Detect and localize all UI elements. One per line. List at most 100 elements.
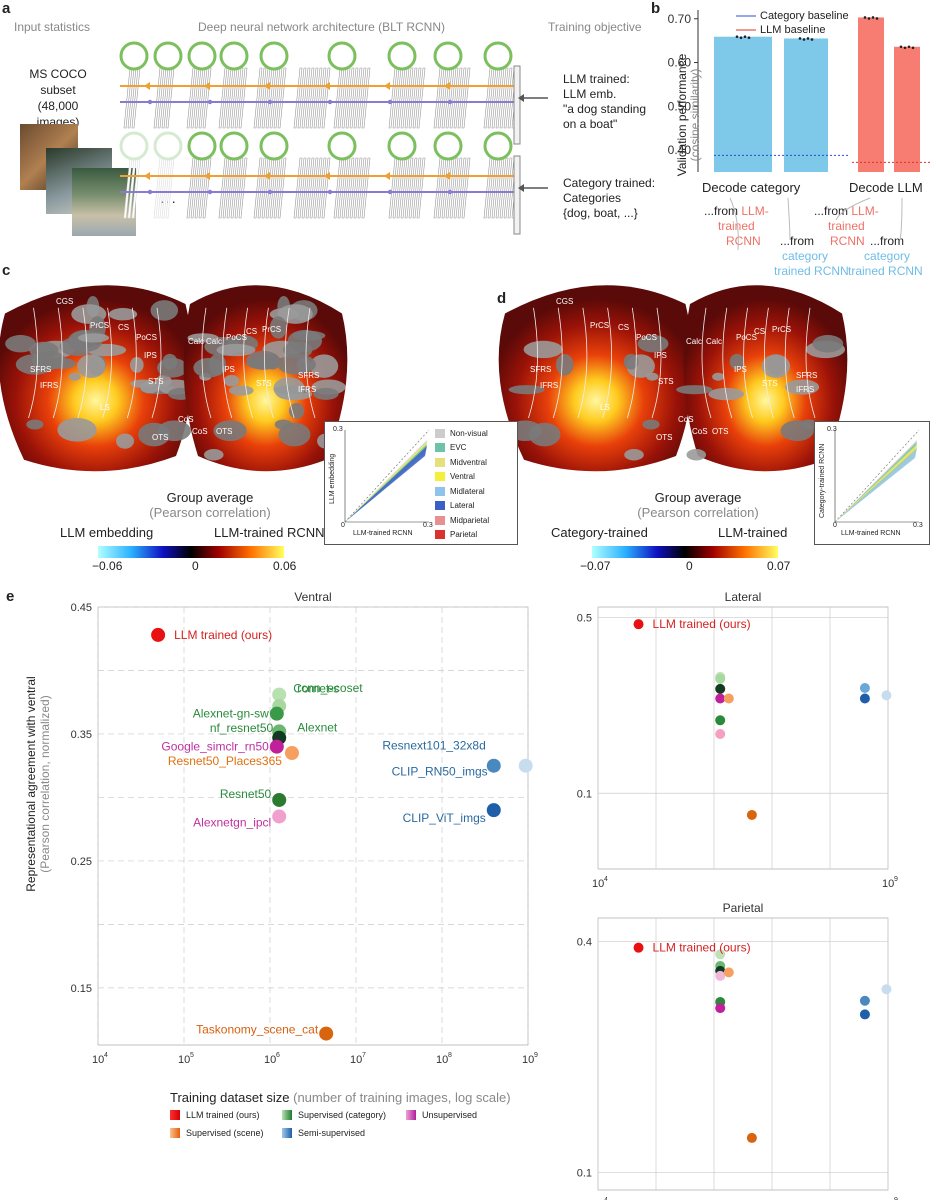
c-caption-sub: (Pearson correlation) bbox=[149, 505, 271, 520]
roi-swatch bbox=[435, 530, 445, 540]
layer-slab bbox=[408, 157, 418, 219]
sulcus-line bbox=[528, 307, 538, 419]
arrow-dot bbox=[267, 189, 273, 195]
sulcus-line bbox=[222, 307, 233, 419]
inset-c-xtick: 0.3 bbox=[423, 522, 433, 529]
sulcus-line bbox=[805, 307, 816, 419]
layer-slab bbox=[449, 67, 459, 129]
c-cb-mid: 0 bbox=[192, 559, 199, 573]
group-decode-category: Decode category bbox=[702, 180, 801, 195]
data-point bbox=[715, 949, 726, 960]
nonsignificant-patch bbox=[292, 330, 326, 341]
panel-letter-c: c bbox=[2, 262, 11, 279]
sulcus-line bbox=[784, 307, 795, 419]
recurrent-ring bbox=[119, 131, 149, 161]
nonsignificant-patch bbox=[274, 419, 292, 430]
roi-label: IPS bbox=[144, 351, 157, 360]
ytick-label: 0.1 bbox=[577, 788, 592, 800]
sulcus-line bbox=[52, 307, 63, 419]
inset-roi-band bbox=[835, 446, 917, 522]
roi-label: STS bbox=[148, 377, 164, 386]
roi-label: CGS bbox=[330, 299, 347, 308]
cat-objective-line-1: Category trained: bbox=[563, 176, 656, 190]
cat-src-2-a: category bbox=[864, 249, 911, 263]
roi-label: IFRS bbox=[298, 385, 316, 394]
recurrent-ring bbox=[327, 41, 357, 71]
sulcus-line bbox=[626, 307, 637, 419]
c-right-label: LLM-trained RCNN bbox=[214, 525, 325, 540]
xtick-label: 10 bbox=[522, 1054, 534, 1066]
network-top bbox=[119, 41, 548, 145]
e-legend-swatch bbox=[406, 1110, 416, 1120]
llm-src-2-b: trained bbox=[828, 219, 865, 233]
e-legend-label: LLM trained (ours) bbox=[186, 1110, 260, 1120]
arrow-dot bbox=[327, 99, 333, 105]
d-left-label: Category-trained bbox=[551, 525, 648, 540]
llm-src-1-c: RCNN bbox=[726, 234, 761, 248]
e-legend-item: Unsupervised bbox=[406, 1110, 477, 1120]
data-point bbox=[269, 739, 284, 754]
data-point bbox=[633, 619, 644, 630]
d-cb-max: 0.07 bbox=[767, 559, 791, 573]
output-slab bbox=[513, 65, 521, 145]
arrow-head bbox=[204, 82, 210, 90]
roi-legend-label: Midlateral bbox=[450, 486, 485, 496]
plot-title: Ventral bbox=[294, 590, 331, 604]
colorbar-d bbox=[592, 546, 778, 558]
nonsignificant-patch bbox=[193, 357, 224, 378]
c-cb-min: −0.06 bbox=[92, 559, 123, 573]
roi-label: PrCS bbox=[262, 325, 281, 334]
nonsignificant-patch bbox=[508, 385, 545, 395]
e-legend-swatch bbox=[170, 1128, 180, 1138]
data-point bbox=[486, 758, 501, 773]
data-point bbox=[715, 1003, 726, 1014]
nonsignificant-patch bbox=[246, 357, 276, 369]
layer-slab bbox=[404, 67, 414, 129]
point-label: Google_simclr_rn50 bbox=[161, 740, 269, 754]
inset-d-plot bbox=[834, 429, 920, 523]
sulcus-line bbox=[126, 307, 137, 419]
e-legend-swatch bbox=[282, 1128, 292, 1138]
layer-slab bbox=[499, 157, 509, 219]
arrow-dot bbox=[447, 99, 453, 105]
bar-ytick-label: 0.60 bbox=[668, 56, 692, 70]
network-bottom bbox=[119, 131, 548, 235]
roi-swatch bbox=[435, 515, 445, 525]
nonsignificant-patch bbox=[140, 381, 160, 394]
data-point bbox=[881, 690, 892, 701]
xtick-label: 10 bbox=[882, 878, 894, 890]
roi-legend-item: Non-visual bbox=[435, 426, 489, 441]
sulcus-line bbox=[764, 307, 774, 419]
sulcus-line bbox=[577, 307, 588, 419]
llm-src-2-a: LLM- bbox=[851, 204, 879, 218]
layer-slab bbox=[297, 157, 307, 219]
layer-slab bbox=[412, 157, 422, 219]
roi-legend-item: EVC bbox=[435, 441, 489, 456]
bar-dot bbox=[871, 16, 875, 19]
roi-label: PrCS bbox=[772, 325, 791, 334]
nonsignificant-patch bbox=[130, 357, 144, 373]
nonsignificant-patch bbox=[26, 419, 44, 430]
sulcus-line bbox=[243, 307, 253, 419]
llm-objective-line-4: on a boat" bbox=[563, 117, 618, 131]
sulcus-line bbox=[743, 307, 753, 419]
layer-slab bbox=[416, 157, 426, 219]
nonsignificant-patch bbox=[57, 418, 97, 442]
nonsignificant-patch bbox=[729, 353, 745, 370]
nonsignificant-patch bbox=[216, 343, 256, 357]
layer-slab bbox=[234, 157, 244, 219]
roi-label: CoS bbox=[178, 415, 194, 424]
data-point bbox=[859, 1009, 870, 1020]
roi-legend-item: Midparietal bbox=[435, 513, 489, 528]
plot-frame bbox=[597, 917, 889, 1191]
roi-label: CoS bbox=[192, 427, 208, 436]
xtick-exponent: 4 bbox=[104, 1052, 108, 1059]
arrow-dot bbox=[387, 189, 393, 195]
layer-slab bbox=[313, 67, 323, 129]
e-legend-label: Supervised (scene) bbox=[186, 1128, 264, 1138]
data-point bbox=[518, 758, 533, 773]
roi-swatch bbox=[435, 472, 445, 482]
recurrent-ring bbox=[483, 41, 513, 71]
